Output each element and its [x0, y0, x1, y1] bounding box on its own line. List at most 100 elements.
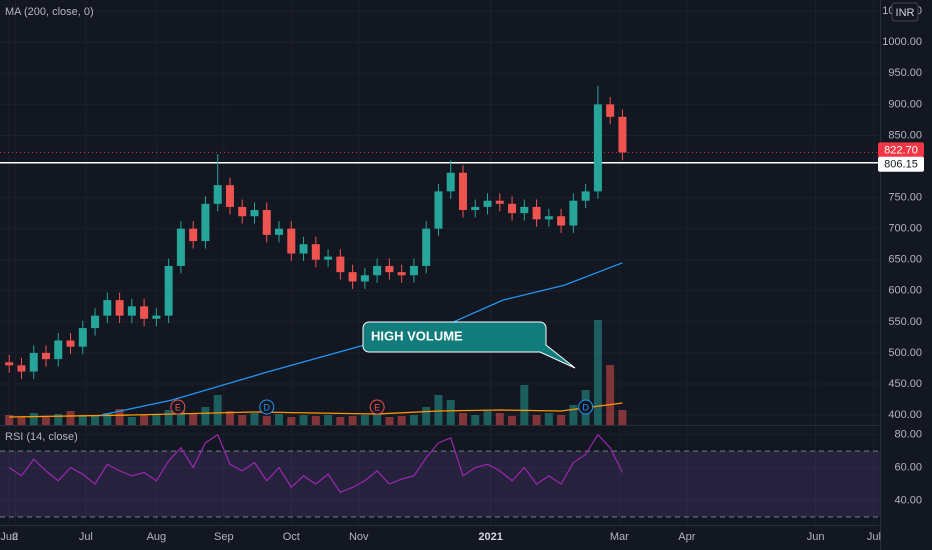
volume-bar	[311, 416, 320, 425]
rsi-band	[0, 451, 880, 518]
volume-bar	[434, 395, 443, 425]
volume-bar	[29, 413, 38, 425]
x-tick-label: 2021	[478, 531, 502, 543]
candle-body	[606, 104, 615, 117]
volume-bar	[152, 414, 161, 425]
candle-body	[446, 172, 455, 192]
candle-body	[201, 203, 210, 242]
price-label: 806.15	[884, 159, 918, 171]
event-marker	[259, 399, 275, 415]
price-label: 822.70	[884, 144, 918, 156]
candle-body	[213, 185, 222, 204]
candle-body	[225, 185, 234, 207]
candle-body	[508, 203, 517, 214]
volume-bar	[287, 417, 296, 425]
currency[interactable]: INR	[896, 7, 915, 19]
y-tick-label: 900.00	[888, 98, 922, 110]
x-tick-label: Jul	[79, 531, 93, 543]
rsi-line	[8, 433, 623, 494]
price-axis	[880, 0, 932, 550]
volume-bar	[569, 405, 578, 425]
volume-bar	[544, 413, 553, 425]
volume-bar	[593, 320, 602, 425]
volume-bar	[41, 416, 50, 425]
candle-body	[311, 244, 320, 260]
volume-bar	[275, 414, 284, 425]
volume-bar	[409, 415, 418, 425]
candle-body	[78, 328, 87, 347]
candle-body	[544, 216, 553, 220]
candle-body	[360, 275, 369, 282]
currency-button[interactable]	[891, 2, 919, 22]
volume-bar	[225, 411, 234, 425]
candle-body	[238, 206, 247, 217]
candle-body	[483, 200, 492, 207]
volume-bar	[483, 411, 492, 425]
x-tick-label: Jun	[807, 531, 825, 543]
volume-bar	[324, 415, 333, 425]
volume-bar	[201, 407, 210, 425]
volume-bar	[91, 416, 100, 425]
y-tick-label: 700.00	[888, 223, 922, 235]
event-marker	[170, 399, 186, 415]
rsi-tick-label: 80.00	[894, 429, 922, 441]
volume-bar	[446, 400, 455, 425]
volume-bar	[471, 415, 480, 425]
candle-body	[189, 228, 198, 242]
x-tick-label: Apr	[678, 531, 695, 543]
candle-body	[434, 191, 443, 229]
candle-body	[17, 365, 26, 372]
event-label: E	[175, 402, 181, 412]
y-tick-label: 500.00	[888, 347, 922, 359]
volume-bar	[17, 417, 26, 425]
volume-bar	[250, 413, 259, 425]
y-tick-label: 1000.00	[882, 36, 922, 48]
volume-bar	[557, 415, 566, 425]
volume-bar	[115, 409, 124, 425]
x-tick-label: Jun	[0, 531, 18, 543]
candle-body	[581, 191, 590, 201]
candle-body	[115, 300, 124, 316]
y-tick-label: 650.00	[888, 254, 922, 266]
volume-bar	[458, 413, 467, 425]
candle-body	[103, 300, 112, 316]
candle-body	[176, 228, 185, 266]
volume-bar	[385, 417, 394, 425]
volume-bar	[189, 413, 198, 425]
candle-body	[348, 272, 357, 282]
candle-body	[91, 315, 100, 329]
y-tick-label: 750.00	[888, 191, 922, 203]
x-tick-label: Sep	[214, 531, 234, 543]
candle-body	[471, 206, 480, 211]
candle-body	[127, 306, 136, 316]
event-label: E	[374, 402, 380, 412]
candle-body	[557, 216, 566, 226]
x-tick-label: Mar	[610, 531, 629, 543]
volume-bar	[336, 417, 345, 425]
candle-body	[422, 228, 431, 266]
volume-bar	[299, 415, 308, 425]
candle-body	[250, 210, 259, 217]
volume-bar	[348, 416, 357, 425]
candle-body	[495, 200, 504, 204]
x-tick-label: Jul	[867, 531, 881, 543]
y-tick-label: 400.00	[888, 409, 922, 421]
candle-body	[164, 265, 173, 316]
event-label: D	[264, 402, 271, 412]
event-marker	[578, 399, 594, 415]
callout-text: HIGH VOLUME	[371, 328, 463, 343]
candle-body	[618, 116, 627, 153]
volume-bar	[140, 415, 149, 425]
volume-bar	[103, 413, 112, 425]
rsi-tick-label: 40.00	[894, 494, 922, 506]
volume-bar	[176, 405, 185, 425]
y-tick-label: 850.00	[888, 129, 922, 141]
candle-body	[532, 206, 541, 220]
event-label: D	[582, 402, 589, 412]
volume-bar	[238, 415, 247, 425]
ma-label: MA (200, close, 0)	[5, 6, 94, 18]
x-tick-label: 2	[12, 531, 18, 543]
